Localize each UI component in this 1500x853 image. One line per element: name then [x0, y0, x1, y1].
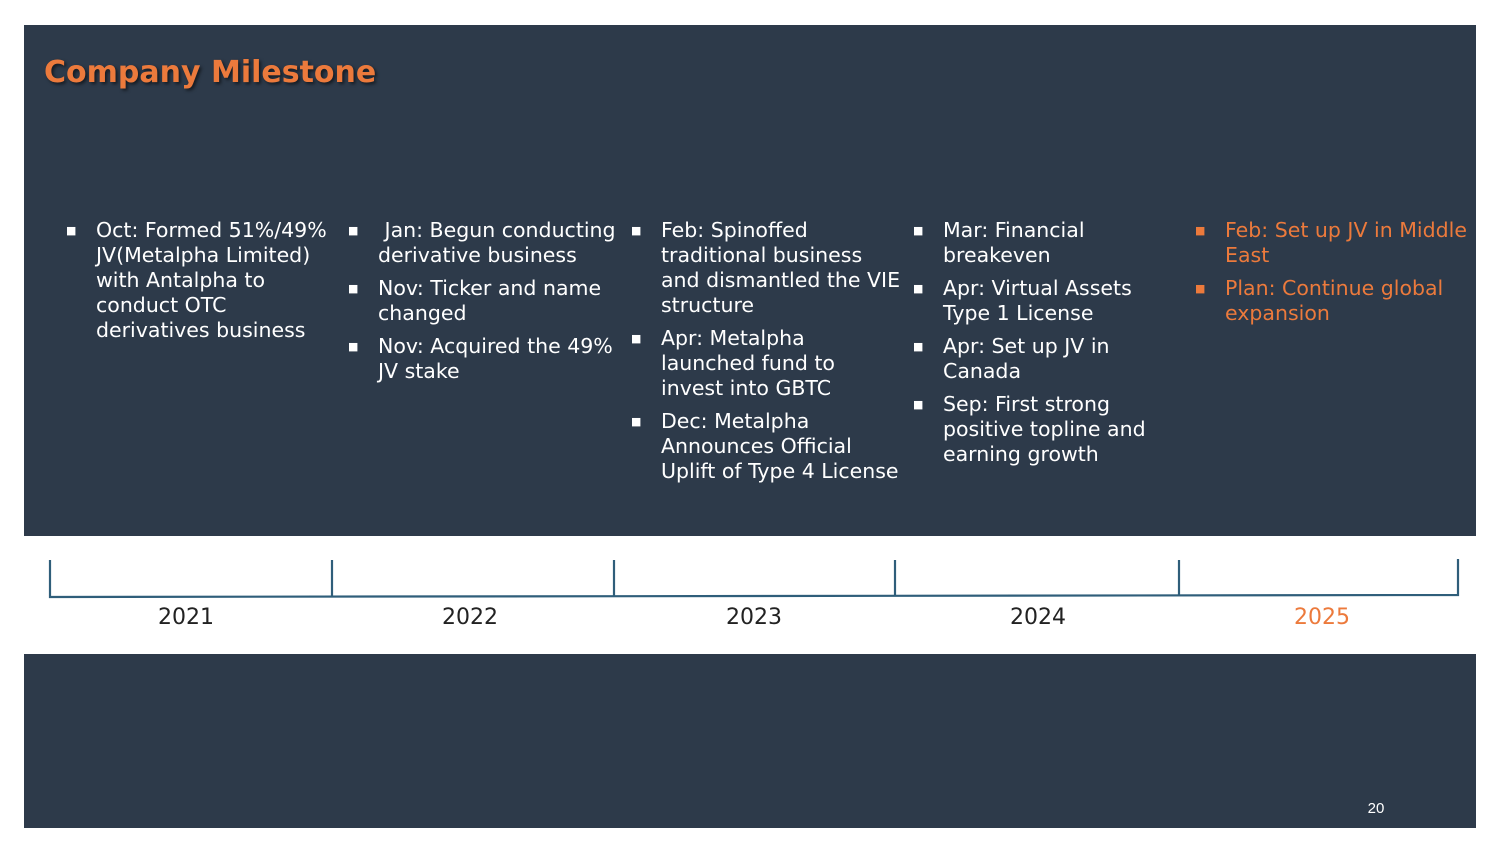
list-item: ■ Nov: Acquired the 49% JV stake: [348, 334, 613, 383]
list-item: ■ Oct: Formed 51%/49% JV(Metalpha Limited…: [66, 218, 327, 342]
milestones-2023: ■ Feb: Spinoffed traditional business and…: [627, 218, 902, 492]
square-bullet-icon: ■: [348, 282, 359, 295]
list-item: ■ Apr: Metalpha launched fund to invest i…: [631, 326, 835, 400]
list-item: ■ Apr: Set up JV in Canada: [913, 334, 1110, 383]
square-bullet-icon: ■: [66, 224, 77, 237]
timeline-axis: [48, 559, 1460, 599]
list-item: ■ Feb: Set up JV in Middle East: [1195, 218, 1467, 267]
slide-title: Company Milestone: [44, 55, 377, 90]
square-bullet-icon: ■: [913, 340, 924, 353]
year-label-2024: 2024: [1010, 605, 1066, 630]
square-bullet-icon: ■: [913, 282, 924, 295]
square-bullet-icon: ■: [913, 398, 924, 411]
milestones-2025: ■ Feb: Set up JV in Middle East ■ Plan: Co…: [1191, 218, 1476, 334]
timeline-line: [48, 559, 1460, 599]
milestones-2021: ■ Oct: Formed 51%/49% JV(Metalpha Limited…: [62, 218, 337, 351]
list-item: ■ Feb: Spinoffed traditional business and…: [631, 218, 901, 317]
list-item: ■ Mar: Financial breakeven: [913, 218, 1085, 267]
list-item: ■ Jan: Begun conducting derivative busin…: [348, 218, 623, 267]
year-label-2021: 2021: [158, 605, 214, 630]
square-bullet-icon: ■: [631, 332, 642, 345]
list-item: ■ Sep: First strong positive topline and …: [913, 392, 1146, 466]
square-bullet-icon: ■: [631, 224, 642, 237]
square-bullet-icon: ■: [348, 224, 359, 237]
square-bullet-icon: ■: [1195, 224, 1206, 237]
list-item: ■ Apr: Virtual Assets Type 1 License: [913, 276, 1132, 325]
top-panel: [24, 25, 1476, 536]
year-label-2023: 2023: [726, 605, 782, 630]
list-item: ■ Dec: Metalpha Announces Official Uplift…: [631, 409, 899, 483]
milestones-2024: ■ Mar: Financial breakeven ■ Apr: Virtual …: [909, 218, 1184, 475]
bottom-panel: [24, 654, 1476, 828]
square-bullet-icon: ■: [913, 224, 924, 237]
year-label-2022: 2022: [442, 605, 498, 630]
square-bullet-icon: ■: [631, 415, 642, 428]
square-bullet-icon: ■: [1195, 282, 1206, 295]
milestones-2022: ■ Jan: Begun conducting derivative busin…: [344, 218, 619, 392]
year-label-2025: 2025: [1294, 605, 1350, 630]
list-item: ■ Plan: Continue global expansion: [1195, 276, 1444, 325]
list-item: ■ Nov: Ticker and name changed: [348, 276, 602, 325]
square-bullet-icon: ■: [348, 340, 359, 353]
page-number: 20: [1367, 800, 1385, 817]
